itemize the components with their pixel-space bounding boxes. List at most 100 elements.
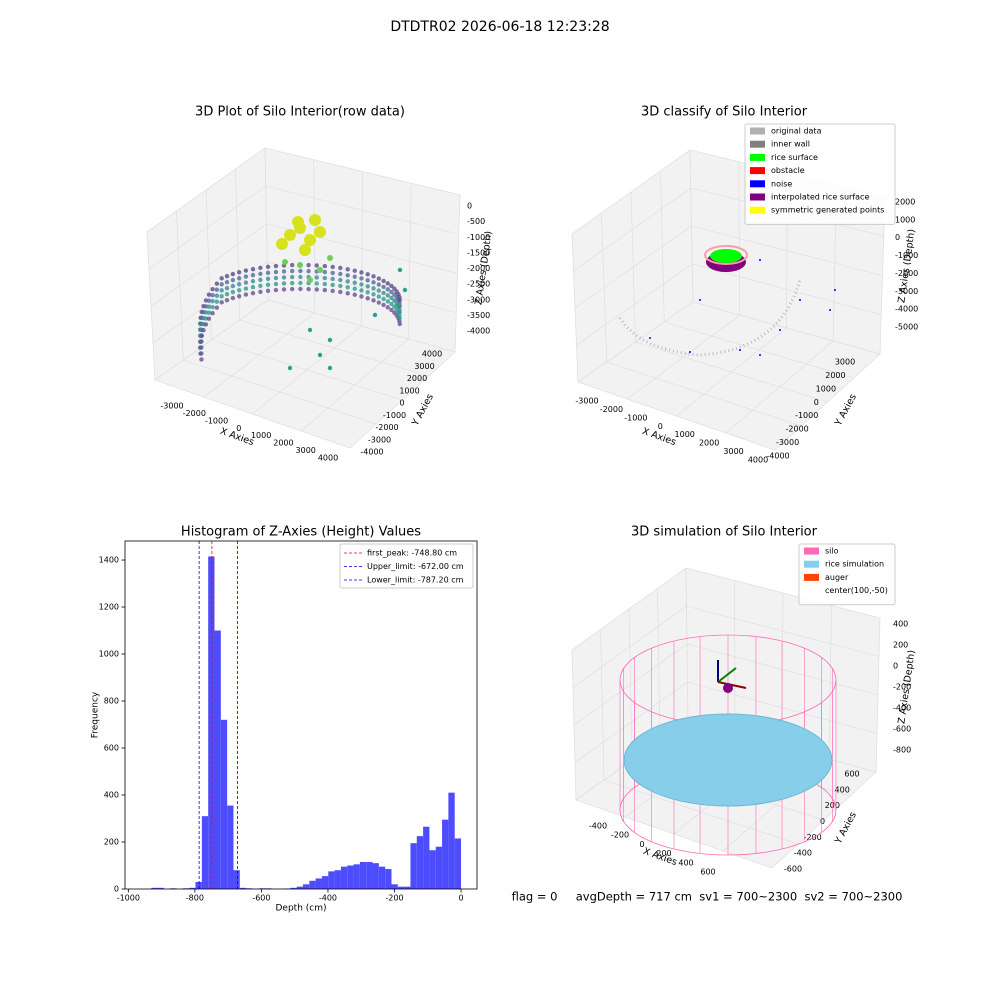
point-cloud	[330, 270, 335, 276]
pane-grid	[576, 263, 693, 346]
hist-bar	[353, 864, 360, 889]
legend-label: inner wall	[771, 140, 810, 149]
y-tick-label: 0	[114, 885, 119, 894]
point-cloud	[273, 263, 279, 269]
noise-point	[649, 337, 651, 339]
x-tick-label: -800	[186, 894, 204, 903]
point-scatter	[307, 327, 313, 333]
point-cloud	[219, 282, 224, 287]
point-cloud	[281, 275, 287, 280]
point-cloud	[198, 339, 203, 345]
point-cloud	[273, 275, 279, 281]
point-cloud	[359, 282, 364, 287]
legend-box	[339, 543, 474, 589]
point-cloud	[298, 274, 303, 280]
point-cloud	[219, 276, 224, 281]
point-cloud	[322, 269, 328, 275]
hist-bar	[378, 866, 386, 889]
point-cluster	[309, 214, 321, 226]
point-cluster	[304, 234, 316, 246]
noise-point	[799, 299, 801, 301]
point-cloud	[210, 292, 215, 298]
point-cloud	[289, 274, 295, 280]
point-cloud	[338, 265, 343, 271]
point-cloud	[230, 295, 236, 301]
point-cloud	[397, 315, 402, 321]
z-tick-label: 1000	[895, 215, 915, 224]
point-cloud	[250, 278, 256, 284]
y-tick-label: 2000	[825, 371, 845, 380]
point-cloud	[352, 274, 357, 279]
point-scatter	[372, 312, 378, 318]
pane-grid	[828, 605, 832, 760]
point-cloud	[250, 272, 256, 278]
legend-patch	[750, 167, 765, 175]
point-cloud	[199, 333, 204, 339]
pane-grid	[574, 225, 692, 309]
x-tick-label: -3000	[160, 402, 183, 411]
hist-bar	[391, 884, 398, 889]
point-cloud	[376, 294, 382, 299]
point-cloud	[397, 309, 402, 315]
hist-bar	[448, 792, 455, 889]
x-tick-label: 3000	[723, 447, 743, 456]
point-cluster	[299, 244, 311, 256]
pane-grid	[574, 681, 688, 763]
x-tick-label: 2000	[273, 439, 293, 448]
legend-label: obstacle	[771, 166, 805, 175]
point-cloud	[224, 285, 230, 291]
hist-bar	[397, 886, 405, 889]
point-scatter	[287, 365, 293, 371]
y-tick-label: -400	[794, 849, 812, 858]
point-cloud	[243, 274, 249, 279]
point-cloud	[214, 287, 220, 292]
hist-bar	[239, 887, 247, 889]
point-cluster	[292, 216, 304, 228]
point-cloud	[230, 283, 236, 289]
hist-bar	[340, 866, 348, 889]
y-tick-label: 1000	[816, 384, 836, 393]
point-cloud	[214, 281, 220, 286]
z-tick-label: -400	[893, 704, 911, 713]
point-cloud	[359, 276, 364, 281]
surface-cluster	[710, 249, 742, 263]
pane	[577, 301, 881, 451]
hist-bar	[214, 630, 221, 889]
hist-bar	[404, 886, 411, 889]
noise-point	[759, 354, 761, 356]
x-tick-label: -2000	[183, 409, 206, 418]
auger-axis	[717, 667, 737, 683]
point-cloud	[206, 292, 212, 297]
point-cloud	[389, 307, 394, 313]
hist-bar	[201, 816, 209, 889]
hist-bar	[366, 861, 373, 889]
pane-grid	[660, 170, 665, 323]
pane-grid	[664, 321, 854, 379]
y-tick-label: 1000	[399, 386, 419, 395]
x-tick-label: 4000	[748, 456, 768, 465]
legend-label: auger	[825, 573, 849, 582]
point-cloud	[273, 287, 279, 293]
point-cloud	[265, 270, 271, 276]
y-axis-label: Frequency	[91, 691, 101, 738]
z-tick-label: -4000	[467, 327, 490, 336]
hist-bar	[195, 881, 202, 889]
suptitle: DTDTR02 2026-06-18 12:23:28	[390, 19, 609, 35]
point-cloud	[243, 292, 249, 297]
legend-label: first_peak: -748.80 cm	[367, 549, 457, 558]
point-cloud	[265, 282, 271, 288]
x-tick-label: -400	[319, 894, 337, 903]
point-cloud	[214, 305, 220, 310]
z-tick-label: -1000	[895, 251, 918, 260]
point-cloud	[381, 278, 386, 284]
y-tick-label: 0	[399, 399, 404, 408]
point-cloud	[281, 281, 287, 286]
point-cloud	[206, 316, 212, 321]
legend-label: center(100,-50)	[825, 586, 888, 595]
pane-grid	[692, 263, 882, 316]
legend-box	[798, 543, 896, 606]
y-tick-label: 0	[820, 817, 825, 826]
legend-patch	[750, 206, 765, 214]
noise-point	[779, 329, 781, 331]
x-tick-label: 0	[639, 840, 644, 849]
